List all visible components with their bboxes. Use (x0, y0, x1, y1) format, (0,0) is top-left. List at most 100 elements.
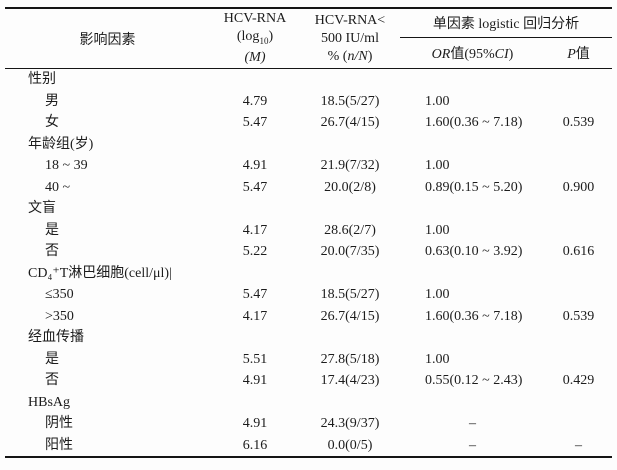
cell-hcv-rna-m: 5.47 (242, 287, 268, 302)
cell-factor: 性别 (28, 72, 56, 87)
table-row: 男 4.79 18.5(5/27) 1.00 (5, 91, 612, 113)
table-body: 性别 男 4.79 18.5(5/27) 1.00 女 5.47 26.7(4/… (5, 69, 612, 456)
table-row: 女 5.47 26.7(4/15) 1.60(0.36 ~ 7.18) 0.53… (5, 112, 612, 134)
regression-table: 影响因素 HCV-RNA (log10) (M) HCV-RNA< 500 IU… (5, 7, 612, 458)
cell-or: 1.00 (425, 351, 450, 367)
cell-or: 1.00 (425, 158, 450, 173)
table-row: 阴性 4.91 24.3(9/37) – (5, 413, 612, 435)
cell-percent: 28.6(2/7) (324, 222, 376, 238)
cell-or (400, 69, 545, 91)
header-logistic-title: 单因素 logistic 回归分析 (400, 9, 612, 38)
cell-percent (300, 392, 400, 414)
header-p-col: P值 (567, 47, 590, 62)
table-row: ≤350 5.47 18.5(5/27) 1.00 (5, 284, 612, 306)
cell-percent: 24.3(9/37) (320, 416, 380, 431)
cell-p (545, 284, 612, 306)
cell-percent (300, 198, 400, 220)
cell-percent: 26.7(4/15) (320, 308, 380, 324)
cell-factor: 40 ~ (45, 179, 71, 195)
header-factor: 影响因素 (79, 32, 136, 48)
table-row-group: CD₄⁺T淋巴细胞(cell/μl)| (5, 263, 612, 285)
cell-p: – (575, 437, 582, 453)
cell-hcv-rna-m (210, 134, 300, 156)
cell-percent: 20.0(7/35) (320, 244, 380, 259)
cell-percent (300, 134, 400, 156)
header-hcv-rna-line2: (log10) (236, 28, 274, 46)
cell-factor: 阴性 (45, 416, 73, 431)
cell-percent (300, 327, 400, 349)
cell-p: 0.539 (562, 115, 595, 130)
cell-or: 1.00 (425, 287, 450, 302)
cell-or: 1.00 (425, 93, 450, 109)
cell-or (400, 327, 545, 349)
cell-percent (300, 69, 400, 91)
cell-factor: 是 (45, 351, 59, 367)
table-row: 40 ~ 5.47 20.0(2/8) 0.89(0.15 ~ 5.20) 0.… (5, 177, 612, 199)
header-lt500-line1: HCV-RNA< (314, 12, 386, 28)
cell-percent: 18.5(5/27) (320, 93, 380, 109)
cell-percent: 21.9(7/32) (320, 158, 380, 173)
cell-or: – (469, 416, 476, 431)
cell-hcv-rna-m (210, 392, 300, 414)
cell-or: 1.60(0.36 ~ 7.18) (425, 115, 523, 130)
cell-percent: 26.7(4/15) (320, 115, 380, 130)
cell-hcv-rna-m (210, 69, 300, 91)
cell-p (545, 155, 612, 177)
header-hcv-rna-line1: HCV-RNA (223, 10, 287, 26)
cell-hcv-rna-m: 5.22 (242, 244, 268, 259)
cell-factor: 否 (45, 373, 59, 388)
table-row: 否 4.91 17.4(4/23) 0.55(0.12 ~ 2.43) 0.42… (5, 370, 612, 392)
table-row: 否 5.22 20.0(7/35) 0.63(0.10 ~ 3.92) 0.61… (5, 241, 612, 263)
cell-percent: 0.0(0/5) (327, 437, 373, 453)
cell-hcv-rna-m: 4.17 (242, 308, 268, 324)
cell-p: 0.429 (562, 373, 595, 388)
cell-or (400, 263, 545, 285)
cell-p (545, 392, 612, 414)
cell-or: 0.63(0.10 ~ 3.92) (425, 244, 523, 259)
table-row-group: 性别 (5, 69, 612, 91)
cell-or (400, 134, 545, 156)
header-or-col: OR值(95%CI) (431, 47, 514, 62)
cell-or (400, 198, 545, 220)
table-row: 阳性 6.16 0.0(0/5) – – (5, 435, 612, 457)
header-hcv-rna-lt500: HCV-RNA< 500 IU/ml % (n/N) (300, 9, 400, 68)
cell-hcv-rna-m: 4.17 (242, 222, 268, 238)
table-row: >350 4.17 26.7(4/15) 1.60(0.36 ~ 7.18) 0… (5, 306, 612, 328)
cell-or: 1.60(0.36 ~ 7.18) (425, 308, 523, 324)
cell-hcv-rna-m (210, 327, 300, 349)
cell-p (545, 263, 612, 285)
table-header: 影响因素 HCV-RNA (log10) (M) HCV-RNA< 500 IU… (5, 9, 612, 69)
cell-percent: 17.4(4/23) (320, 373, 380, 388)
cell-percent: 18.5(5/27) (320, 287, 380, 302)
header-hcv-rna-median: (M) (244, 50, 266, 66)
cell-hcv-rna-m: 5.51 (242, 351, 268, 367)
cell-hcv-rna-m: 5.47 (242, 115, 268, 130)
cell-hcv-rna-m: 4.91 (242, 416, 268, 431)
cell-percent: 20.0(2/8) (324, 179, 376, 195)
table-row-group: 年龄组(岁) (5, 134, 612, 156)
cell-factor: 女 (45, 115, 59, 130)
header-logistic-group: 单因素 logistic 回归分析 OR值(95%CI) P值 (400, 9, 612, 68)
cell-factor: 阳性 (45, 437, 73, 453)
table-row: 是 4.17 28.6(2/7) 1.00 (5, 220, 612, 242)
cell-p (545, 198, 612, 220)
cell-factor: 文盲 (28, 201, 56, 216)
cell-or: – (469, 437, 476, 453)
cell-percent: 27.8(5/18) (320, 351, 380, 367)
cell-p (545, 413, 612, 435)
cell-hcv-rna-m: 4.91 (242, 158, 268, 173)
cell-factor: 18 ~ 39 (45, 158, 88, 173)
cell-percent (300, 263, 400, 285)
cell-factor: HBsAg (28, 394, 71, 410)
cell-p (545, 349, 612, 371)
cell-p: 0.539 (562, 308, 595, 324)
cell-factor: 否 (45, 244, 59, 259)
header-lt500-line3: % (n/N) (327, 48, 373, 64)
table-row: 18 ~ 39 4.91 21.9(7/32) 1.00 (5, 155, 612, 177)
cell-p (545, 69, 612, 91)
table-row-group: 经血传播 (5, 327, 612, 349)
cell-p (545, 220, 612, 242)
cell-factor: 男 (45, 93, 59, 109)
cell-factor: >350 (45, 308, 74, 324)
cell-p (545, 91, 612, 113)
